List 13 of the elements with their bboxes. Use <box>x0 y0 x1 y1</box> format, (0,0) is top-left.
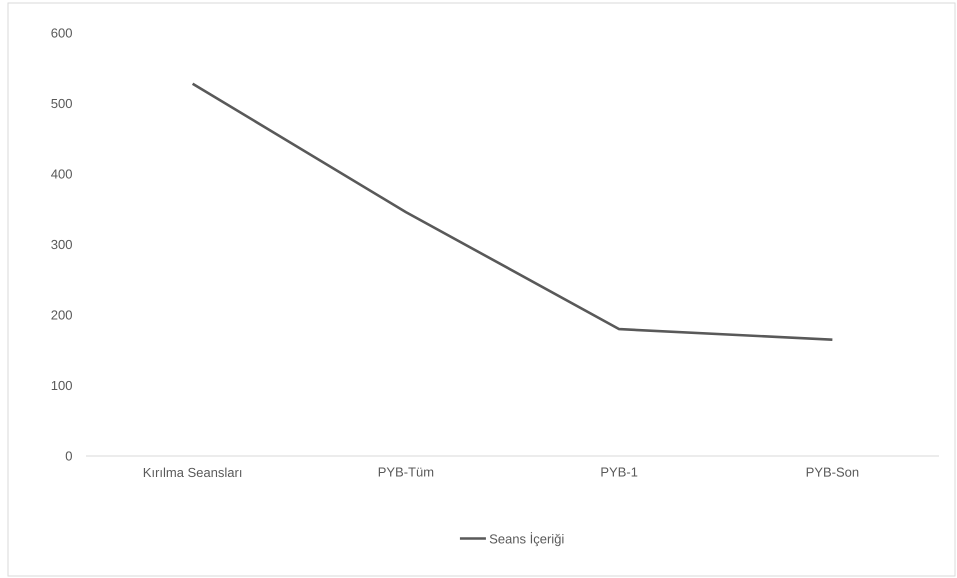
x-tick-label: Kırılma Seansları <box>144 468 242 478</box>
x-tick-label: PYB-Son <box>806 468 858 477</box>
y-tick-label: 400 <box>51 169 72 179</box>
y-tick-label: 600 <box>51 28 72 38</box>
x-tick-label: PYB-Tüm <box>378 468 434 477</box>
y-tick-label: 500 <box>51 98 72 108</box>
y-tick-label: 300 <box>51 240 72 250</box>
legend-label: Seans İçeriği <box>490 532 564 546</box>
line-series <box>191 82 834 341</box>
y-tick-label: 0 <box>66 451 72 461</box>
x-tick-label: PYB-1 <box>601 468 638 476</box>
y-tick-label: 100 <box>52 380 72 390</box>
y-tick-label: 200 <box>51 310 72 320</box>
